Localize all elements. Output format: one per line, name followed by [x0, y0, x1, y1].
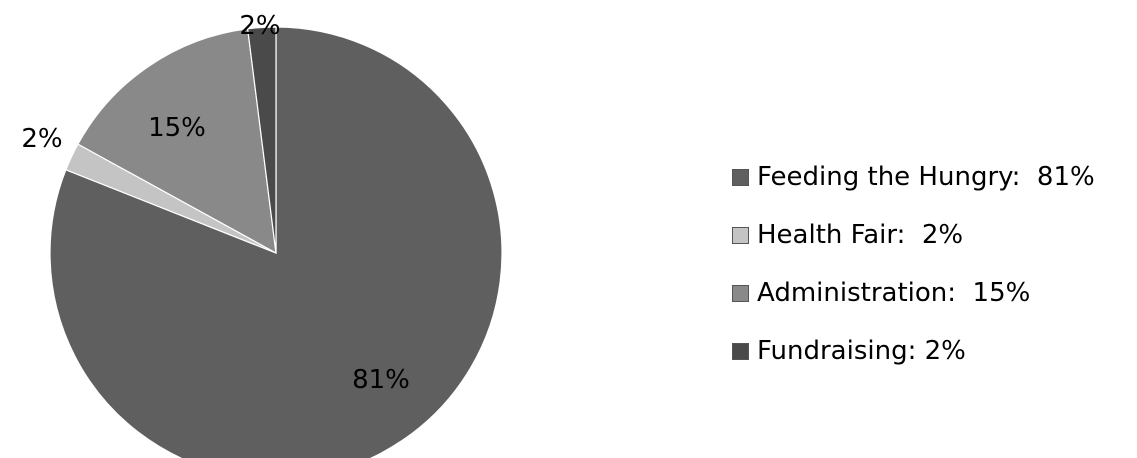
legend-label-feeding-the-hungry: Feeding the Hungry: 81%: [757, 162, 1095, 192]
legend-item-feeding-the-hungry: Feeding the Hungry: 81%: [732, 148, 1095, 206]
legend-swatch-fundraising: [732, 342, 749, 360]
slice-label-administration: 15%: [148, 113, 206, 143]
slice-label-health-fair: 2%: [21, 124, 62, 154]
legend: Feeding the Hungry: 81% Health Fair: 2% …: [732, 148, 1095, 380]
pie-slice-fundraising: [246, 26, 277, 254]
legend-item-fundraising: Fundraising: 2%: [732, 322, 1095, 380]
legend-swatch-feeding-the-hungry: [732, 168, 749, 186]
pie-chart: 81% 2% 15% 2%: [21, 11, 503, 458]
legend-label-health-fair: Health Fair: 2%: [757, 220, 964, 250]
legend-item-administration: Administration: 15%: [732, 264, 1095, 322]
pie-slices: [49, 26, 503, 458]
legend-swatch-health-fair: [732, 226, 749, 244]
slice-label-feeding-the-hungry: 81%: [352, 365, 410, 395]
slice-labels: 81% 2% 15% 2%: [21, 11, 410, 395]
legend-label-administration: Administration: 15%: [757, 278, 1031, 308]
slice-label-fundraising: 2%: [239, 11, 280, 41]
pie-slice-administration: [77, 28, 277, 255]
legend-label-fundraising: Fundraising: 2%: [757, 336, 966, 366]
pie-slice-feeding-the-hungry: [49, 26, 503, 458]
legend-swatch-administration: [732, 284, 749, 302]
legend-item-health-fair: Health Fair: 2%: [732, 206, 1095, 264]
